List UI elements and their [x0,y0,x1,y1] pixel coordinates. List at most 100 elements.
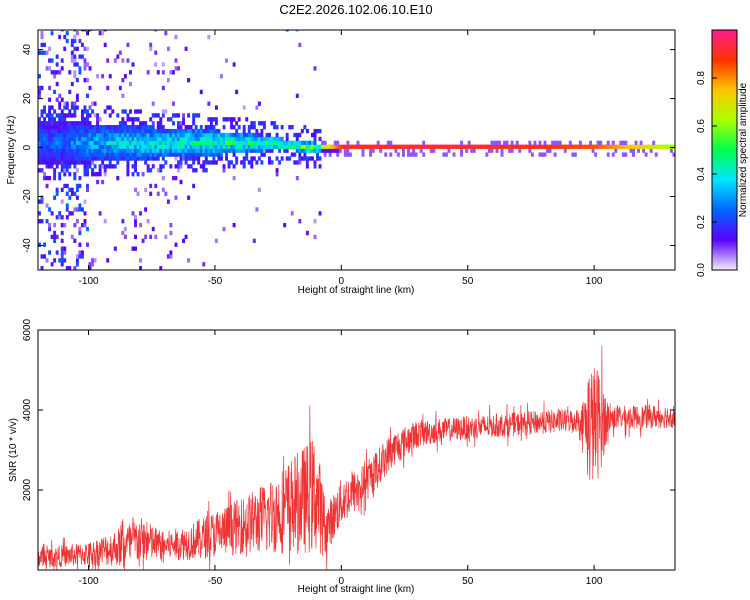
spectrogram-cell [220,140,223,146]
spectrogram-cell [53,144,57,149]
spectrogram-cell [189,164,193,169]
spectrogram-cell [252,156,256,161]
spectrogram-cell [146,168,150,173]
spectrogram-cell [88,140,92,146]
spectrogram-cell [55,70,59,75]
spectrogram-cell [437,144,441,149]
spectrogram-cell [96,179,100,185]
spectrogram-cell [384,152,388,157]
spectrogram-cell [321,144,325,149]
spectrogram-cell [151,113,155,118]
spectrogram-cell [197,128,201,134]
spectrogram-cell [45,128,49,134]
spectrogram-cell [386,144,390,149]
spectrogram-cell [371,144,375,149]
spectrogram-cell [60,262,64,267]
spectrogram-cell [58,156,62,161]
spectrogram-cell [65,156,69,161]
spectrogram-cell [60,140,64,146]
spectrogram-cell [242,140,246,146]
spectrogram-cell [371,148,375,153]
spectrogram-cell [164,132,168,138]
spectrogram-cell [164,160,168,165]
spectrogram-cell [644,152,648,157]
spectrogram-cell [65,183,69,189]
spectrogram-cell [53,234,57,240]
spectrogram-cell [230,136,234,142]
spectrogram-cell [156,136,160,142]
spectrogram-cell [257,156,261,161]
spectrogram-cell [73,222,77,228]
spectrogram-cell [230,140,234,146]
spectrogram-cell [136,140,140,146]
spectrogram-cell [556,144,560,149]
spectrogram-cell [419,148,423,153]
spectrogram-cell [65,128,69,134]
spectrogram-cell [144,128,148,134]
spectrogram-cell [182,132,186,138]
snr-series-line [38,345,675,570]
spectrogram-cell [298,148,302,153]
spectrogram-cell [70,187,74,193]
spectrogram-cell [43,109,46,114]
spectrogram-cell [614,144,618,149]
spectrogram-cell [83,117,87,122]
spectrogram-cell [432,144,436,149]
spectrogram-cell [182,152,186,157]
spectrogram-cell [108,105,112,110]
spectrogram-cell [318,128,322,134]
spectrogram-cell [209,132,213,138]
spectrogram-cell [88,121,92,126]
spectrogram-cell [343,152,347,157]
spectrogram-cell [118,148,122,153]
spectrogram-cell [151,164,155,169]
spectrogram-cell [98,156,102,161]
spectrogram-cell [149,140,153,146]
spectrogram-cell [91,132,95,138]
spectrogram-cell [189,136,193,142]
spectrogram-cell [288,144,292,149]
spectrogram-cell [113,132,117,138]
spectrogram-cell [40,121,44,126]
spectrogram-cell [103,172,107,177]
spectrogram-cell [179,144,183,149]
spectrogram-cell [649,144,653,149]
spectrogram-cell [510,144,514,149]
spectrogram-cell [510,140,514,146]
spectrogram-cell [48,152,52,157]
spectrogram-cell [68,266,72,270]
spectrogram-cell [70,132,74,138]
spectrogram-cell [351,144,355,149]
spectrogram-cell [515,140,519,146]
spectrogram-cell [313,132,317,138]
spectrogram-cell [146,140,150,146]
spectrogram-cell [343,148,347,153]
spectrogram-cell [379,148,383,153]
spectrogram-cell [262,140,266,146]
spectrogram-cell [108,74,112,79]
spectrogram-cell [70,38,74,44]
spectrogram-cell [70,211,74,216]
spectrogram-cell [566,144,570,149]
spectrogram-cell [55,164,59,169]
spectrogram-cell [498,140,501,146]
spectrogram-cell [126,168,130,173]
spectrogram-cell [65,266,69,270]
spectrogram-cells [38,30,675,270]
spectrogram-cell [63,156,67,161]
spectrogram-cell [86,242,89,247]
spectrogram-cell [38,74,41,79]
spectrogram-cell [63,113,67,118]
spectrogram-cell [75,140,79,146]
spectrogram-cell [65,152,69,157]
spectrogram-cell [48,207,52,212]
spectrogram-cell [166,132,170,138]
spectrogram-cell [63,168,67,173]
spectrogram-cell [83,62,87,67]
spectrogram-cell [60,215,64,220]
spectrogram-cell [75,219,79,224]
spectrogram-cell [184,160,188,165]
spectrogram-cell [116,128,120,134]
spectrogram-cell [70,148,74,153]
spectrogram-cell [606,140,610,146]
